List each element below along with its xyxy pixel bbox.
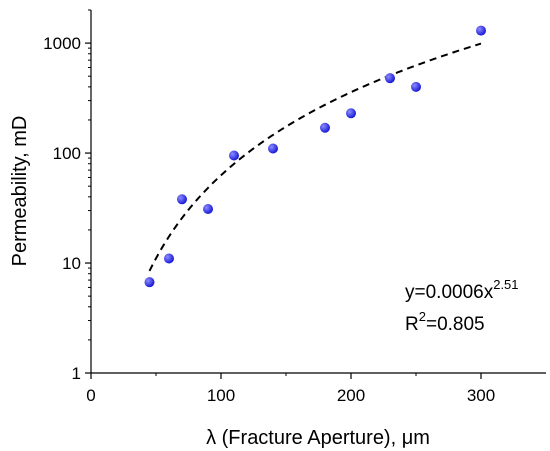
r-squared: R2=0.805: [405, 309, 485, 335]
data-point: [229, 150, 239, 161]
data-point: [177, 194, 187, 205]
data-point: [144, 277, 155, 288]
r-squared-letter: R: [405, 314, 419, 335]
data-point: [476, 25, 486, 36]
y-axis-label: Permeability, mD: [9, 116, 31, 267]
r-squared-sup: 2: [419, 309, 426, 324]
data-point: [385, 73, 395, 84]
data-point: [346, 108, 356, 119]
x-ticks: 0 100 200 300: [86, 373, 495, 405]
x-tick-label: 200: [337, 386, 365, 405]
x-tick-label: 300: [467, 386, 495, 405]
fit-equation-base: y=0.0006x: [405, 282, 494, 303]
x-tick-label: 0: [86, 386, 95, 405]
fit-layer: [148, 42, 482, 272]
data-point: [203, 204, 213, 215]
points-layer: [144, 25, 486, 288]
y-tick-label: 1000: [43, 34, 81, 53]
y-tick-label: 100: [53, 144, 81, 163]
data-point: [268, 143, 278, 154]
r-squared-value: =0.805: [426, 314, 485, 335]
y-tick-label: 10: [62, 254, 81, 273]
axes: [90, 10, 546, 374]
data-point: [320, 122, 330, 133]
data-point: [411, 81, 421, 92]
power-fit-curve: [148, 42, 482, 272]
x-tick-label: 100: [207, 386, 235, 405]
y-ticks: 1 10 100 1000: [43, 9, 91, 383]
fit-equation: y=0.0006x2.51: [405, 277, 519, 303]
y-tick-label: 1: [72, 364, 81, 383]
data-point: [164, 253, 174, 264]
x-axis-label: λ (Fracture Aperture), μm: [206, 427, 430, 449]
fit-equation-exponent: 2.51: [493, 277, 518, 292]
